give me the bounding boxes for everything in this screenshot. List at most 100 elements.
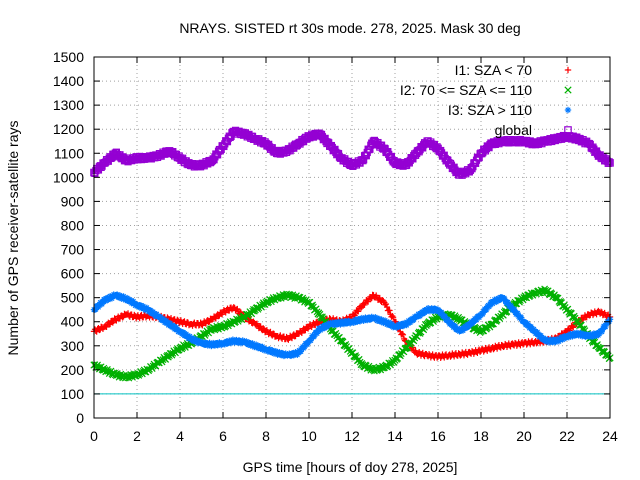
y-tick-label: 1500: [53, 49, 84, 65]
series-0-sample: [355, 308, 362, 315]
series-2-point: [187, 335, 194, 342]
legend-label-0: I1: SZA < 70: [455, 62, 533, 78]
x-tick-label: 0: [90, 428, 98, 444]
series-0-sample: [367, 295, 374, 302]
series-0-point: [596, 308, 603, 316]
plot-area: [90, 126, 614, 382]
y-tick-label: 600: [61, 266, 85, 282]
series-0-sample: [298, 330, 305, 337]
y-tick-label: 1000: [53, 169, 84, 185]
series-0-sample: [389, 312, 396, 319]
series-0-sample: [390, 314, 397, 321]
series-0-point: [370, 292, 377, 299]
x-tick-label: 12: [344, 428, 360, 444]
x-axis-label: GPS time [hours of doy 278, 2025]: [243, 459, 458, 475]
y-tick-label: 0: [76, 410, 84, 426]
series-0-sample: [260, 325, 267, 332]
series-2-point: [531, 328, 538, 335]
series-0-point: [305, 323, 313, 330]
series-0-sample: [400, 331, 407, 338]
series-0-point: [198, 320, 205, 328]
series-0-sample: [383, 304, 390, 311]
legend-label-1: I2: 70 <= SZA <= 110: [400, 82, 532, 98]
x-tick-label: 4: [176, 428, 184, 444]
series-2-point: [166, 320, 173, 328]
series-0-point: [144, 312, 151, 319]
series-0-point: [230, 304, 237, 311]
y-tick-label: 1300: [53, 97, 84, 113]
series-2-point: [585, 332, 592, 340]
x-tick-label: 14: [387, 428, 403, 444]
series-2-point: [155, 313, 162, 321]
x-tick-label: 16: [430, 428, 446, 444]
series-0-point: [477, 347, 485, 354]
y-tick-label: 1100: [54, 145, 84, 161]
series-0-sample: [226, 307, 233, 314]
series-2-point: [563, 332, 571, 340]
x-tick-label: 20: [516, 428, 532, 444]
grid-lines: [94, 57, 610, 418]
series-0-point: [510, 341, 517, 348]
series-0-point: [176, 318, 184, 325]
series-2-point: [209, 341, 216, 348]
series-0-point: [112, 316, 119, 323]
series-2-point: [198, 340, 205, 347]
series-0-sample: [119, 314, 126, 321]
series-0-point: [219, 308, 227, 316]
series-0-point: [499, 342, 506, 349]
y-tick-label: 400: [61, 314, 85, 330]
series-0-sample: [399, 330, 406, 337]
y-tick-label: 300: [61, 338, 85, 354]
y-tick-label: 500: [61, 290, 85, 306]
series-1-sample: [366, 364, 374, 372]
series-2-point: [176, 328, 184, 335]
series-0-point: [381, 299, 388, 306]
x-tick-label: 18: [473, 428, 489, 444]
series-0-point: [445, 352, 452, 359]
x-tick-label: 2: [133, 428, 141, 444]
y-tick-label: 100: [61, 386, 85, 402]
legend-label-3: global: [495, 122, 532, 138]
y-tick-label: 700: [61, 242, 85, 258]
x-tick-label: 6: [219, 428, 227, 444]
series-0-sample: [570, 324, 577, 331]
series-1-sample: [95, 363, 102, 371]
y-tick-label: 800: [61, 217, 85, 233]
series-0-point: [585, 311, 592, 318]
series-0-sample: [365, 298, 372, 305]
series-0-point: [273, 332, 280, 340]
series-1-sample: [268, 296, 276, 304]
x-tick-label: 22: [559, 428, 575, 444]
series-0-point: [133, 313, 141, 321]
series-0-sample: [234, 305, 241, 312]
series-1-sample: [235, 316, 243, 323]
series-0-sample: [351, 312, 358, 319]
series-0-sample: [357, 305, 364, 312]
series-0-point: [413, 349, 420, 357]
y-tick-label: 1400: [53, 73, 84, 89]
series-0-point: [434, 353, 442, 360]
series-0-sample: [386, 307, 393, 314]
series-2-point: [219, 340, 227, 347]
series-0-point: [101, 323, 108, 330]
series-0-point: [295, 330, 302, 337]
x-tick-label: 10: [301, 428, 317, 444]
series-2-point: [144, 306, 151, 313]
x-tick-label: 24: [602, 428, 618, 444]
series-0-point: [467, 349, 474, 357]
series-0-point: [262, 328, 270, 335]
series-0-sample: [216, 312, 223, 319]
series-2-point: [112, 292, 119, 299]
series-2-point: [133, 301, 141, 309]
chart-title: NRAYS. SISTED rt 30s mode. 278, 2025. Ma…: [179, 20, 520, 36]
legend-label-2: I3: SZA > 110: [448, 102, 532, 118]
series-0-sample: [205, 319, 212, 326]
series-0-point: [187, 320, 194, 328]
y-tick-label: 900: [61, 193, 85, 209]
series-1-sample: [104, 367, 112, 375]
y-tick-label: 200: [61, 362, 85, 378]
series-0-point: [284, 335, 291, 342]
series-0-point: [488, 345, 495, 352]
y-axis-label: Number of GPS receiver-satellite rays: [5, 121, 21, 356]
